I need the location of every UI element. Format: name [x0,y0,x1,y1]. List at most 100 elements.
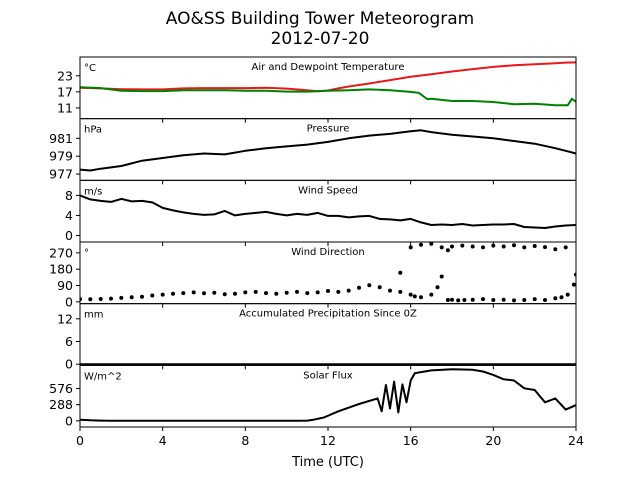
figure-title-line1: AO&SS Building Tower Meteorogram [166,9,474,29]
wind-direction-point [191,290,196,295]
wind-direction-point [439,245,444,250]
wind-direction-point [264,291,268,296]
xtick-label: 24 [568,433,584,448]
wind-direction-point [456,298,461,303]
wind-direction-point [222,292,227,297]
precipitation-panel: 0 6 12 mm Accumulated Precipitation Since 0Z [57,303,577,372]
wind-direction-point [377,285,382,290]
wind-direction-point [491,298,496,302]
wind-direction-point [563,245,568,250]
wind-direction-point [357,285,361,290]
figure-title-line2: 2012-07-20 [271,29,370,49]
wind-direction-point [470,244,475,249]
wind-speed-series-line [80,194,576,229]
wind-direction-point [439,274,444,279]
wind-direction-point [435,285,440,290]
wind-direction-point [553,247,558,252]
solar-flux-ytick-label: 288 [49,397,73,412]
wind-direction-point [305,291,310,296]
wind-direction-point [367,283,372,288]
precipitation-ytick-label: 0 [65,357,73,372]
wind-speed-ytick-label: 4 [65,208,73,223]
wind-direction-title: Wind Direction [291,247,365,258]
wind-direction-point [501,244,506,249]
xtick-label: 0 [76,433,84,448]
xtick-label: 20 [485,433,501,448]
xtick-label: 16 [403,433,419,448]
wind-speed-ytick-label: 0 [65,228,73,243]
wind-direction-unit-label: ° [84,248,89,259]
wind-direction-ytick-label: 90 [57,278,73,293]
wind-direction-point [98,297,103,301]
temperature-ytick-label: 17 [57,84,73,99]
wind-direction-point [388,288,392,293]
pressure-ytick-label: 977 [49,167,73,182]
wind-direction-point [398,270,403,275]
precipitation-ytick-label: 12 [57,311,73,326]
wind-direction-point [408,245,413,250]
wind-direction-point [171,291,175,296]
solar-flux-unit-label: W/m^2 [84,371,122,382]
precipitation-title: Accumulated Precipitation Since 0Z [239,309,417,320]
wind-direction-ytick-label: 0 [65,294,73,309]
wind-direction-point [450,244,454,249]
wind-direction-point [481,245,485,250]
wind-direction-point [532,244,537,248]
wind-direction-point [460,243,465,248]
wind-direction-point [295,289,299,294]
temperature-ytick-label: 23 [57,68,73,83]
wind-direction-point [315,290,320,295]
wind-direction-point [481,297,485,302]
pressure-unit-label: hPa [84,125,102,136]
wind-direction-point [553,296,558,301]
xtick-label: 8 [241,433,249,448]
temperature-series-line [80,61,576,93]
wind-direction-point [243,290,248,295]
temperature-ytick-label: 11 [57,100,73,115]
wind-direction-point [160,292,165,297]
wind-speed-ytick-label: 8 [65,188,73,203]
wind-direction-point [284,290,289,295]
temperature-series-line [80,86,576,107]
wind-direction-point [346,288,351,293]
wind-speed-unit-label: m/s [84,186,102,197]
pressure-title: Pressure [307,124,350,135]
wind-direction-point [543,245,547,250]
wind-direction-point [491,243,496,248]
solar-flux-title: Solar Flux [303,370,353,381]
wind-direction-point [450,297,454,302]
wind-direction-ytick-label: 270 [49,245,73,260]
solar-flux-ytick-label: 0 [65,413,73,428]
wind-direction-point [522,298,527,302]
pressure-ytick-label: 981 [49,131,73,146]
wind-direction-point [326,289,330,293]
wind-direction-point [462,298,467,302]
wind-direction-point [398,289,403,294]
wind-direction-point [429,292,434,297]
wind-direction-point [543,298,547,302]
precipitation-ytick-label: 6 [65,334,73,349]
pressure-series-line [80,129,576,172]
wind-direction-point [565,292,570,297]
wind-direction-point [445,248,450,253]
wind-direction-point [522,245,527,250]
pressure-panel: 977 979 981 hPa Pressure [49,118,577,185]
solar-flux-series-line [80,368,576,422]
wind-direction-point [109,296,113,301]
wind-direction-point [445,298,450,302]
wind-direction-point [501,297,506,302]
wind-direction-point [140,294,144,299]
wind-direction-point [274,291,279,296]
pressure-ytick-label: 979 [49,149,73,164]
wind-speed-title: Wind Speed [298,185,358,196]
xtick-label: 12 [320,433,336,448]
xtick-label: 4 [159,433,167,448]
wind-direction-point [512,243,516,248]
wind-speed-panel: 0 4 8 m/s Wind Speed [65,179,577,246]
wind-direction-point [253,289,258,294]
wind-direction-point [119,295,124,300]
temperature-title: Air and Dewpoint Temperature [252,62,405,73]
wind-direction-point [212,290,217,295]
